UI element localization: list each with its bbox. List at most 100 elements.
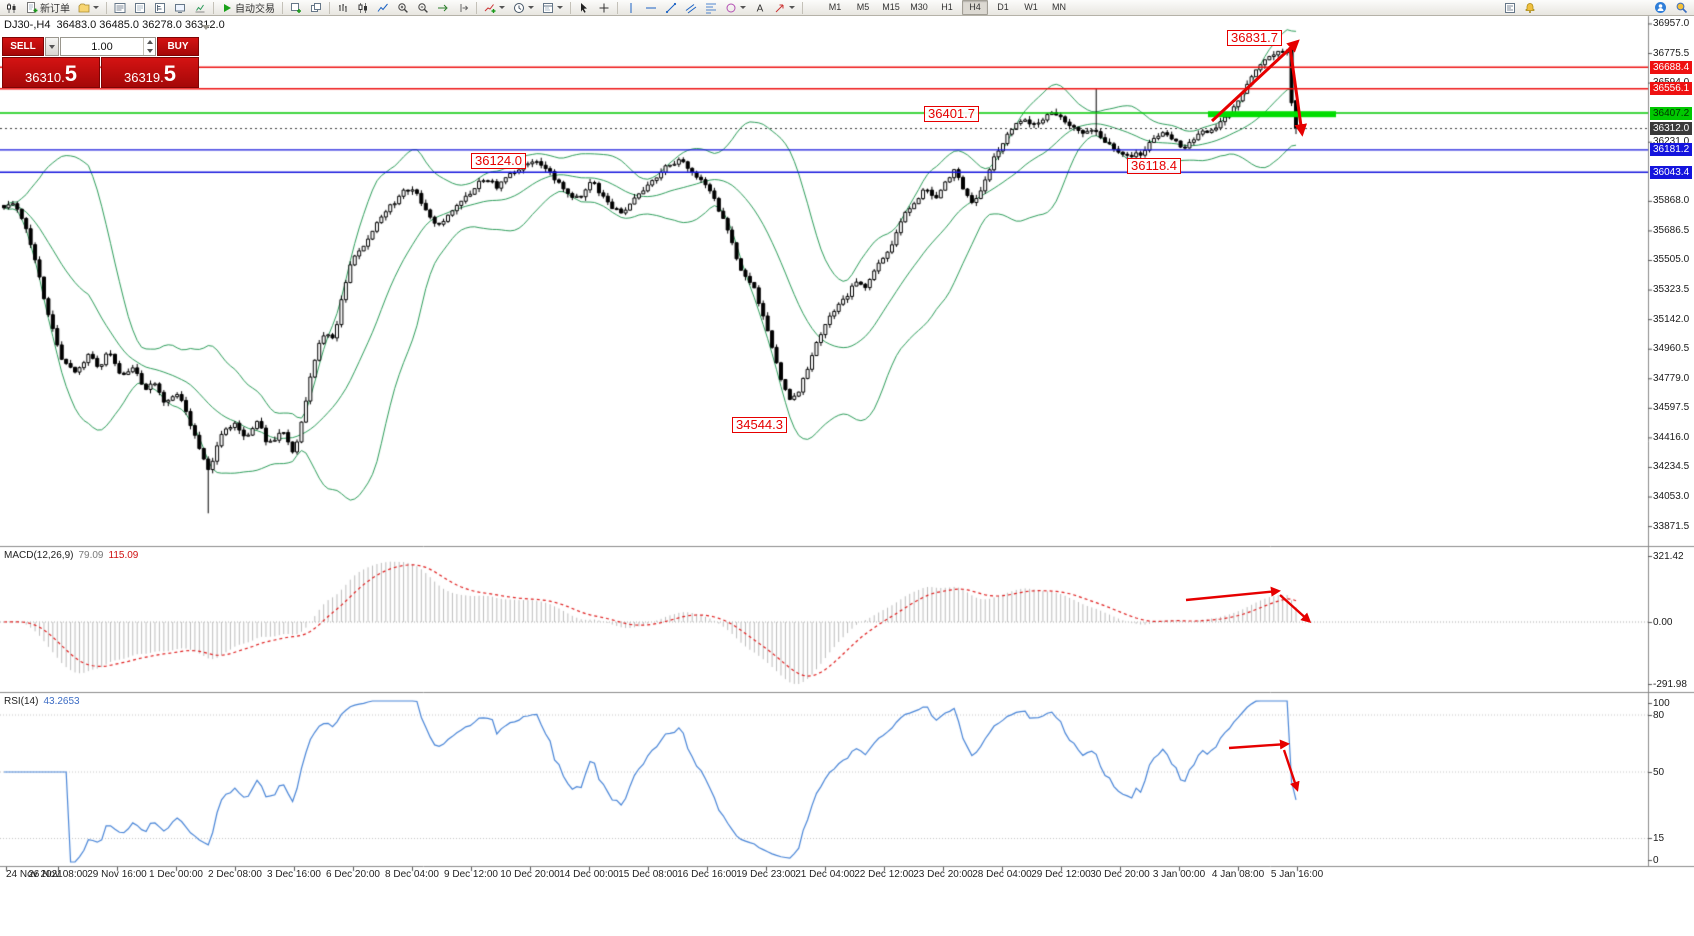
periods-icon [513,2,525,14]
community-button[interactable] [1650,0,1671,16]
timeframe-m15[interactable]: M15 [882,2,900,12]
zoom-in-icon [397,2,409,14]
chart-candles-button[interactable] [353,0,373,16]
timeframe-m1[interactable]: M1 [828,2,842,12]
zoom-out-icon [417,2,429,14]
timeframe-w1[interactable]: W1 [1024,2,1038,12]
time-axis-label: 21 Dec 04:00 [795,869,855,880]
chart-line-button[interactable] [373,0,393,16]
rsi-indicator-label: RSI(14) 43.2653 [4,696,80,707]
buy-price-box[interactable]: 36319. 5 [101,57,199,88]
timeframe-h1[interactable]: H1 [941,2,953,12]
text-button[interactable]: A [750,0,770,16]
order-type-dropdown[interactable] [45,37,59,56]
one-click-trading-panel: SELL 1.00 BUY 36310. 5 36319. 5 [2,37,199,88]
price-tick-label: 36957.0 [1653,17,1690,29]
navigator-button[interactable] [150,0,170,16]
volume-up-icon [146,40,153,45]
equidistant-channel-button[interactable] [681,0,701,16]
trendline-button[interactable] [661,0,681,16]
new-order-icon [26,1,38,14]
chevron-down-icon [93,6,99,9]
new-order-button[interactable]: 新订单 [22,0,74,16]
horizontal-line-button[interactable] [641,0,661,16]
indicators-icon [484,2,496,14]
time-axis-label: 26 Nov 08:00 [28,869,88,880]
price-level-label: 36043.4 [1650,165,1693,179]
sell-price-box[interactable]: 36310. 5 [2,57,100,88]
templates-button[interactable] [538,0,567,16]
timeframe-mn[interactable]: MN [1052,2,1066,12]
price-tick-label: 36231.0 [1653,136,1690,148]
price-tick-label: 34053.0 [1653,491,1690,503]
shapes-icon [725,2,737,14]
time-axis-label: 1 Dec 00:00 [149,869,203,880]
fibonacci-button[interactable] [701,0,721,16]
timeframe-m30[interactable]: M30 [910,2,928,12]
alerts-button[interactable] [1520,0,1540,16]
vertical-line-button[interactable] [621,0,641,16]
arrow-object-icon [774,2,786,14]
price-level-label: 36181.2 [1650,143,1693,157]
crosshair-button[interactable] [594,0,614,16]
time-axis-label: 9 Dec 12:00 [444,869,498,880]
fibonacci-icon [705,2,717,14]
price-level-label: 36688.4 [1650,60,1693,74]
time-axis-label: 5 Jan 16:00 [1270,869,1324,880]
new-chart-icon [6,2,18,14]
volume-stepper[interactable] [143,38,155,55]
terminal-button[interactable] [170,0,190,16]
time-axis-label: 4 Jan 08:00 [1211,869,1265,880]
new-order-label: 新订单 [40,4,70,15]
chevron-down-icon [740,6,746,9]
cascade-windows-icon [310,2,322,14]
zoom-in-button[interactable] [393,0,413,16]
symbol-period-label: DJ30-,H4 [4,19,51,31]
autotrade-button[interactable]: 自动交易 [217,0,279,16]
one-click-collapse-icon[interactable] [202,25,210,30]
volume-input[interactable]: 1.00 [60,37,156,56]
depth-of-market-button[interactable] [1500,0,1520,16]
time-axis-label: 3 Dec 16:00 [267,869,321,880]
chart-profiles-button[interactable] [74,0,103,16]
sell-button[interactable]: SELL [2,37,44,56]
price-tick-label: 33871.5 [1653,520,1690,532]
autotrade-play-icon [221,2,233,14]
toolbar-separator [476,1,477,14]
cursor-button[interactable] [574,0,594,16]
chevron-down-icon [528,6,534,9]
macd-main-value: 79.09 [78,550,104,561]
indicators-button[interactable] [480,0,509,16]
macd-signal-value: 115.09 [108,550,139,561]
text-icon: A [754,2,766,14]
shapes-button[interactable] [721,0,750,16]
rsi-scale-label: 100 [1653,698,1670,709]
toolbar-separator [617,1,618,14]
time-axis-label: 23 Dec 20:00 [913,869,973,880]
rsi-scale-label: 0 [1653,855,1659,866]
chart-shift-button[interactable] [453,0,473,16]
data-window-button[interactable] [130,0,150,16]
new-window-button[interactable] [286,0,306,16]
zoom-out-button[interactable] [413,0,433,16]
macd-scale-label: 0.00 [1653,617,1673,628]
auto-scroll-button[interactable] [433,0,453,16]
price-tick-label: 34234.5 [1653,461,1690,473]
strategy-tester-button[interactable] [190,0,210,16]
chart-line-icon [377,2,389,14]
timeframe-m5[interactable]: M5 [856,2,870,12]
new-chart-button[interactable] [2,0,22,16]
macd-indicator-label: MACD(12,26,9) 79.09 115.09 [4,550,138,561]
search-button[interactable] [1671,0,1692,16]
chart-candles-icon [357,2,369,14]
periods-button[interactable] [509,0,538,16]
price-tick-label: 34779.0 [1653,372,1690,384]
market-watch-button[interactable] [110,0,130,16]
buy-button[interactable]: BUY [157,37,199,56]
cascade-windows-button[interactable] [306,0,326,16]
timeframe-h4[interactable]: H4 [962,0,988,15]
timeframe-d1[interactable]: D1 [997,2,1009,12]
chart-bars-button[interactable] [333,0,353,16]
arrow-object-button[interactable] [770,0,799,16]
